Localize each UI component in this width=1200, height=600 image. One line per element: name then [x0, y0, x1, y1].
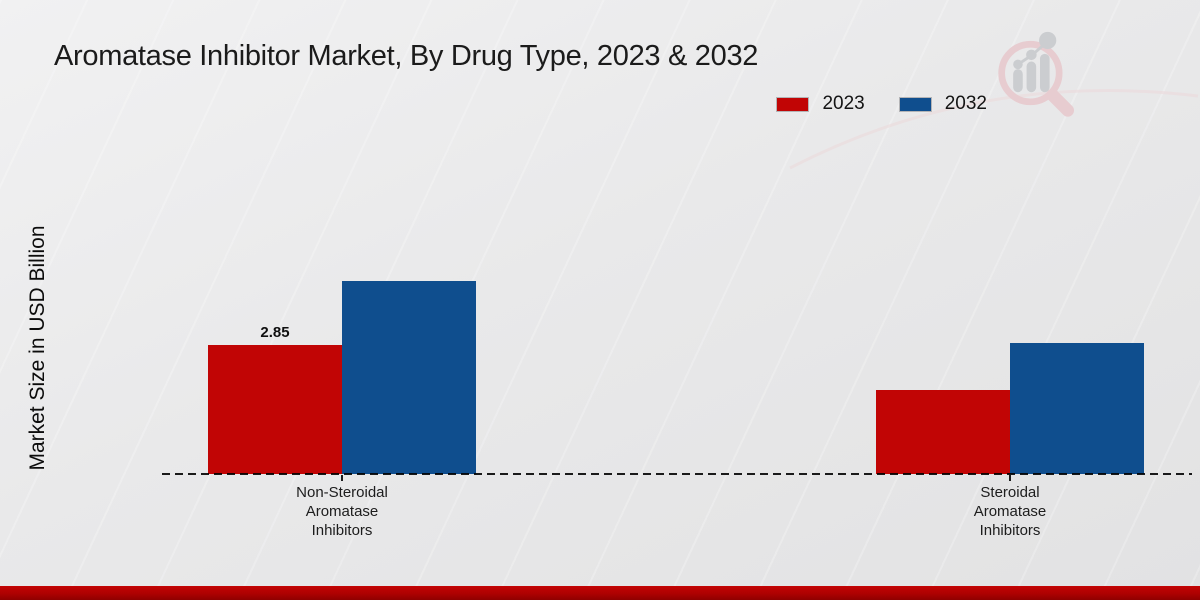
x-axis-tick: [1009, 475, 1011, 481]
legend: 2023 2032: [776, 93, 987, 115]
legend-swatch-2023: [776, 96, 810, 112]
bar-2023-category-1: [876, 390, 1010, 474]
page-title: Aromatase Inhibitor Market, By Drug Type…: [54, 40, 759, 72]
bottom-accent-bar: [0, 586, 1200, 600]
legend-label-2032: 2032: [944, 93, 987, 114]
legend-label-2023: 2023: [822, 93, 865, 114]
x-axis-dashed-baseline: [162, 473, 1192, 475]
bar-value-label: 2.85: [260, 324, 290, 341]
category-label: Steroidal Aromatase Inhibitors: [973, 484, 1047, 539]
magnifier-bar-chart-logo: [998, 31, 1075, 117]
legend-item-2023: 2023: [776, 93, 865, 115]
x-axis-tick: [341, 475, 343, 481]
legend-item-2032: 2032: [898, 93, 987, 115]
bar-2023-category-0: [208, 345, 342, 474]
bar-2032-category-0: [342, 281, 476, 474]
bar-2032-category-1: [1010, 343, 1144, 474]
category-label: Non-Steroidal Aromatase Inhibitors: [296, 484, 388, 539]
legend-swatch-2032: [898, 96, 932, 112]
